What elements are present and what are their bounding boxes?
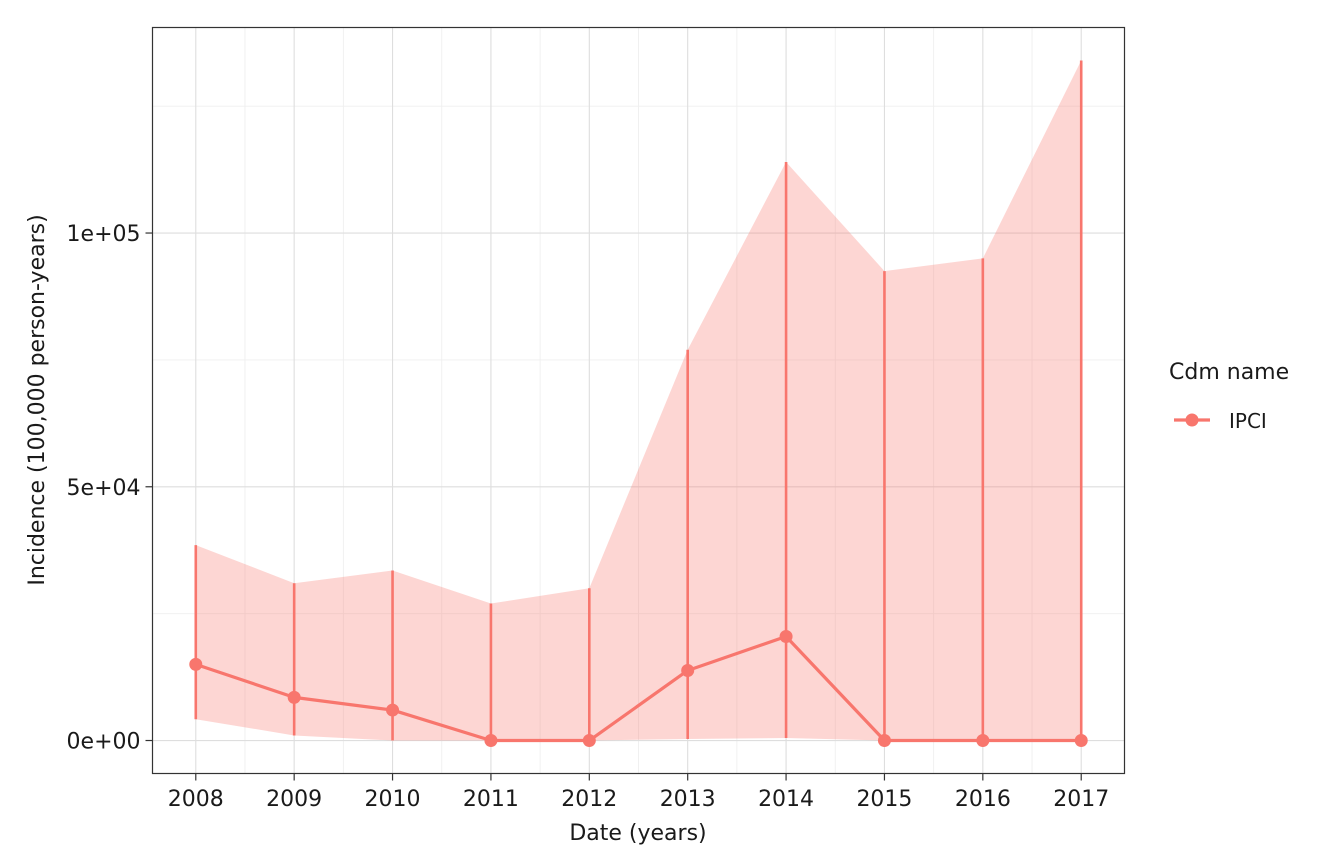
data-point	[189, 657, 203, 671]
legend-item: IPCI	[1174, 409, 1267, 433]
data-point	[976, 734, 990, 748]
y-axis: 0e+00 5e+04 1e+05	[67, 222, 153, 755]
data-point	[582, 734, 596, 748]
x-tick-label: 2015	[856, 787, 912, 812]
x-tick-label: 2011	[463, 787, 519, 812]
panel-border	[151, 26, 1126, 775]
data-point	[386, 703, 400, 717]
x-axis-title: Date (years)	[569, 821, 706, 846]
legend-label: IPCI	[1229, 409, 1267, 433]
x-tick-label: 2017	[1053, 787, 1109, 812]
series-lines	[195, 634, 1082, 743]
data-point	[877, 734, 891, 748]
data-point	[681, 663, 695, 677]
x-axis: 2008 2009 2010 2011 2012 2013 2014 2015 2016 2017	[168, 773, 1109, 812]
data-point	[484, 734, 498, 748]
confidence-ribbon	[195, 60, 1082, 741]
x-tick-label: 2014	[758, 787, 814, 812]
data-point	[779, 629, 793, 643]
series-line	[195, 634, 1082, 743]
x-tick-label: 2010	[365, 787, 421, 812]
x-tick-label: 2013	[660, 787, 716, 812]
data-point	[287, 690, 301, 704]
x-tick-label: 2009	[266, 787, 322, 812]
legend: Cdm name IPCI	[1169, 360, 1289, 433]
y-tick-label: 5e+04	[67, 476, 141, 501]
y-tick-label: 0e+00	[67, 730, 141, 755]
x-tick-label: 2016	[955, 787, 1011, 812]
legend-items: IPCI	[1174, 409, 1267, 433]
data-point	[1074, 734, 1088, 748]
y-tick-label: 1e+05	[67, 222, 141, 247]
legend-key-point	[1185, 413, 1199, 427]
x-tick-label: 2012	[561, 787, 617, 812]
y-axis-title: Incidence (100,000 person-years)	[25, 214, 50, 585]
confidence-ribbons	[195, 60, 1082, 741]
series-points	[189, 629, 1088, 748]
x-tick-label: 2008	[168, 787, 224, 812]
minor-gridlines	[152, 27, 1125, 774]
legend-title: Cdm name	[1169, 360, 1289, 385]
